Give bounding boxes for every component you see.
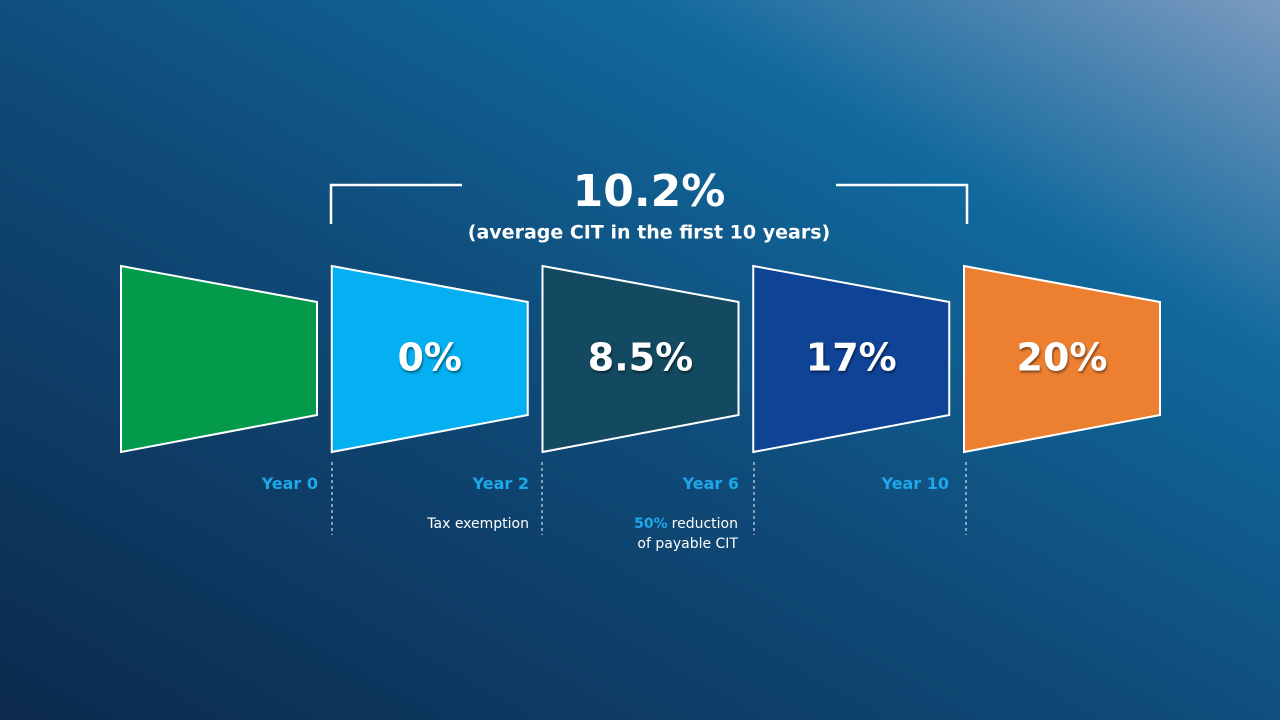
- dividers: [331, 462, 967, 535]
- bracket: [329, 183, 969, 224]
- milestone-note: Tax exemption: [426, 516, 529, 532]
- stage-label: 8.5%: [588, 336, 693, 380]
- note-text: reduction: [672, 516, 738, 532]
- stage-shape: [120, 264, 318, 454]
- stage-shape: [330, 264, 529, 454]
- milestone-note: 50% reduction: [634, 516, 738, 532]
- milestone-label: Year 2: [472, 474, 529, 493]
- milestone-label: Year 10: [881, 474, 950, 493]
- bracket-right: [836, 183, 969, 224]
- stage-label: 20%: [1017, 336, 1108, 380]
- stage-shape: [752, 264, 951, 454]
- milestone-note: of payable CIT: [637, 536, 738, 552]
- milestone-label: Year 6: [682, 474, 739, 493]
- note-highlight: 50%: [634, 516, 668, 532]
- stage-shape: [963, 264, 1161, 454]
- bracket-left: [329, 183, 462, 224]
- milestones: Year 0 Year 2 Year 6 Year 10 Tax exempti…: [261, 462, 967, 552]
- stage-shape: [541, 264, 740, 454]
- milestone-label: Year 0: [261, 474, 318, 493]
- summary-value: 10.2%: [573, 166, 726, 217]
- summary-caption: (average CIT in the first 10 years): [468, 222, 830, 244]
- stage-label: 0%: [397, 336, 462, 380]
- stages: 0% 8.5% 17% 20%: [120, 264, 1161, 454]
- stage-label: 17%: [806, 336, 897, 380]
